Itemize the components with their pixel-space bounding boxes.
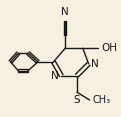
Text: N: N — [51, 71, 59, 81]
Text: S: S — [74, 95, 80, 105]
Text: N: N — [61, 7, 69, 17]
Text: CH₃: CH₃ — [92, 95, 110, 105]
Text: N: N — [91, 59, 99, 69]
Text: OH: OH — [101, 43, 117, 53]
